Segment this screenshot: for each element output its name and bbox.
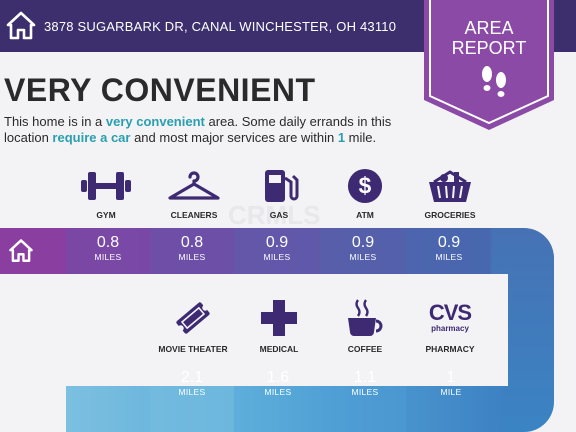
description-text: This home is in a very convenient area. … — [4, 114, 424, 146]
distance-unit: MILES — [94, 252, 122, 262]
amenity-gym: GYM — [70, 168, 142, 220]
ribbon-line-2: REPORT — [451, 38, 527, 58]
amenity-pharmacy: CVS pharmacy PHARMACY — [410, 302, 490, 355]
amenity-label: GAS — [269, 210, 289, 220]
cvs-pharmacy-logo: CVS pharmacy — [410, 302, 490, 338]
cvs-logo-sub: pharmacy — [431, 324, 469, 333]
movie-ticket-icon — [176, 302, 210, 334]
desc-part-2: area. Some daily errands in this locatio… — [4, 114, 392, 145]
track-home-icon — [9, 239, 33, 262]
cvs-logo-text: CVS — [428, 300, 472, 325]
amenity-label: COFFEE — [347, 344, 383, 354]
desc-part-3: and most major services are within — [130, 130, 338, 145]
amenity-label: PHARMACY — [425, 344, 475, 354]
desc-highlight-3: 1 — [337, 130, 346, 145]
page-title: VERY CONVENIENT — [4, 72, 316, 108]
distance-groceries: 0.9 MILES — [406, 234, 492, 262]
amenity-gas: GAS — [244, 168, 314, 220]
area-report-ribbon — [424, 0, 554, 130]
amenity-label: MEDICAL — [259, 344, 299, 354]
gas-pump-icon — [265, 170, 299, 202]
svg-text:$: $ — [359, 173, 372, 199]
distance-unit: MILES — [178, 252, 206, 262]
amenity-cleaners: CLEANERS — [156, 168, 232, 220]
dollar-icon: $ — [347, 168, 383, 204]
ribbon-line-1: AREA — [464, 18, 514, 38]
amenity-label: ATM — [356, 210, 374, 220]
amenity-label: GROCERIES — [424, 210, 476, 220]
distance-coffee: 1.1 MILES — [322, 369, 408, 397]
property-address: 3878 SUGARBARK DR, CANAL WINCHESTER, OH … — [44, 19, 397, 34]
distance-gym: 0.8 MILES — [66, 234, 150, 262]
distance-value: 0.8 — [96, 234, 120, 251]
footprints-icon — [482, 66, 506, 97]
hanger-icon — [168, 171, 220, 200]
area-report-label: AREA REPORT — [424, 18, 554, 58]
distance-track — [0, 228, 554, 432]
distance-value: 0.9 — [437, 234, 461, 251]
medical-cross-icon — [261, 300, 297, 336]
amenity-label: GYM — [96, 210, 116, 220]
desc-part-1: This home is in a — [4, 114, 106, 129]
dumbbell-icon — [81, 172, 131, 200]
distance-value: 0.9 — [265, 234, 289, 251]
amenity-label: CLEANERS — [170, 210, 218, 220]
amenity-label: MOVIE THEATER — [158, 344, 228, 354]
distance-pharmacy: 1 MILE — [408, 369, 494, 397]
home-icon — [6, 11, 36, 40]
distance-value: 1.6 — [266, 369, 290, 386]
distance-gas: 0.9 MILES — [234, 234, 320, 262]
distance-value: 2.1 — [180, 369, 204, 386]
distance-unit: MILES — [263, 252, 291, 262]
distance-unit: MILES — [351, 387, 379, 397]
distance-unit: MILES — [349, 252, 377, 262]
desc-highlight-1: very convenient — [105, 114, 205, 129]
grocery-basket-icon — [429, 170, 471, 202]
distance-unit: MILES — [178, 387, 206, 397]
distance-value: 1.1 — [353, 369, 377, 386]
amenity-medical: MEDICAL — [244, 298, 314, 354]
amenity-coffee: COFFEE — [330, 298, 400, 354]
distance-movie-theater: 2.1 MILES — [150, 369, 234, 397]
desc-part-4: mile. — [345, 130, 377, 145]
amenity-groceries: GROCERIES — [414, 168, 486, 220]
distance-cleaners: 0.8 MILES — [150, 234, 234, 262]
coffee-cup-icon — [348, 299, 383, 336]
watermark: CRMLS — [228, 200, 321, 230]
amenity-movie-theater: MOVIE THEATER — [148, 298, 238, 354]
distance-unit: MILE — [440, 387, 462, 397]
distance-value: 0.8 — [180, 234, 204, 251]
distance-unit: MILES — [264, 387, 292, 397]
amenity-atm: $ ATM — [330, 168, 400, 220]
distance-value: 1 — [446, 369, 456, 386]
distance-atm: 0.9 MILES — [320, 234, 406, 262]
distance-unit: MILES — [435, 252, 463, 262]
desc-highlight-2: require a car — [52, 130, 131, 145]
distance-medical: 1.6 MILES — [236, 369, 320, 397]
distance-value: 0.9 — [351, 234, 375, 251]
